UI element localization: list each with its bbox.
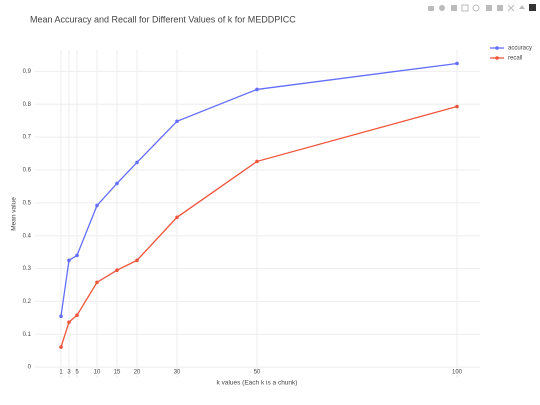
- y-tick-label: 0.9: [23, 69, 32, 75]
- tool-icon[interactable]: [497, 5, 503, 11]
- data-point: [455, 104, 459, 109]
- tool-icon[interactable]: [519, 5, 525, 9]
- data-point: [175, 119, 179, 124]
- y-tick-label: 0.1: [23, 332, 32, 338]
- data-point: [75, 253, 79, 258]
- data-point: [115, 181, 119, 186]
- tool-icon[interactable]: [428, 6, 434, 11]
- data-point: [135, 258, 139, 263]
- data-point: [95, 280, 99, 285]
- data-point: [115, 268, 119, 273]
- y-axis-title: Mean value: [11, 197, 18, 231]
- x-tick-label: 30: [174, 370, 181, 376]
- data-point: [135, 160, 139, 165]
- data-point: [255, 87, 259, 92]
- x-axis-title: k values (Each k is a chunk): [217, 380, 298, 387]
- y-tick-label: 0.6: [23, 168, 32, 174]
- data-point: [67, 258, 71, 263]
- tool-icon[interactable]: [461, 4, 469, 12]
- x-tick-label: 50: [254, 370, 261, 376]
- x-tick-label: 5: [75, 370, 79, 376]
- x-tick-label: 100: [452, 370, 463, 376]
- toolbar[interactable]: [428, 4, 536, 12]
- tool-icon[interactable]: [439, 5, 445, 11]
- tool-icon[interactable]: [507, 4, 515, 12]
- y-tick-label: 0.3: [23, 266, 32, 272]
- y-tick-label: 0.2: [23, 299, 32, 305]
- tool-icon[interactable]: [486, 5, 492, 11]
- tool-icon[interactable]: [529, 4, 536, 11]
- series-line: [60, 62, 458, 317]
- x-tick-label: 20: [134, 370, 141, 376]
- data-point: [59, 345, 63, 349]
- tool-icon[interactable]: [451, 5, 457, 11]
- x-tick-label: 3: [67, 370, 71, 376]
- y-tick-label: 0.5: [23, 200, 32, 206]
- x-tick-label: 15: [114, 370, 121, 376]
- y-tick-label: 0.8: [23, 102, 32, 108]
- x-tick-label: 1: [59, 370, 63, 376]
- legend-marker: [495, 56, 499, 60]
- data-point: [455, 61, 459, 66]
- data-point: [95, 203, 99, 208]
- y-tick-label: 0: [28, 365, 32, 371]
- series-line: [60, 105, 458, 348]
- data-point: [255, 159, 259, 164]
- legend-label: accuracy: [508, 46, 532, 52]
- data-point: [67, 320, 71, 324]
- legend-marker: [495, 46, 499, 50]
- y-tick-label: 0.7: [23, 135, 32, 141]
- legend-label: recall: [508, 56, 522, 62]
- data-point: [175, 215, 179, 220]
- tool-icon[interactable]: [472, 4, 480, 12]
- y-tick-label: 0.4: [23, 233, 32, 239]
- data-point: [59, 314, 63, 319]
- x-tick-label: 10: [94, 370, 101, 376]
- chart-title: Mean Accuracy and Recall for Different V…: [30, 14, 296, 24]
- data-point: [75, 313, 79, 318]
